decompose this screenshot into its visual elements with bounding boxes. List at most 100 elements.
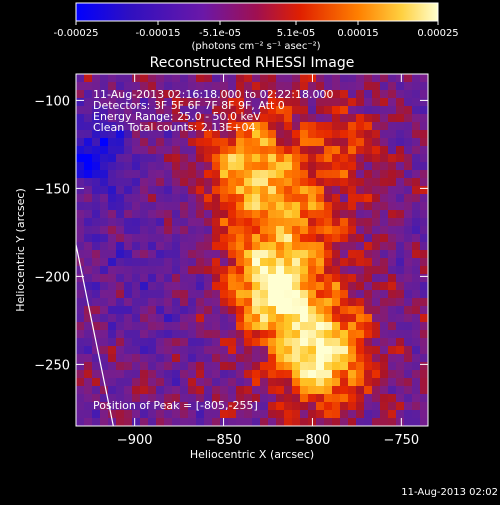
heatmap-cell	[372, 354, 381, 363]
heatmap-cell	[388, 242, 397, 251]
heatmap-cell	[324, 82, 333, 91]
colorbar-units: (photons cm⁻² s⁻¹ asec⁻²)	[191, 41, 320, 52]
heatmap-cell	[388, 378, 397, 387]
heatmap-cell	[260, 186, 269, 195]
heatmap-cell	[196, 354, 205, 363]
heatmap-cell	[388, 370, 397, 379]
heatmap-cell	[84, 242, 93, 251]
heatmap-cell	[140, 418, 149, 426]
heatmap-cell	[172, 370, 181, 379]
heatmap-cell	[276, 82, 285, 91]
heatmap-cell	[156, 370, 165, 379]
heatmap-cell	[84, 106, 93, 115]
heatmap-cell	[108, 154, 117, 163]
heatmap-cell	[172, 378, 181, 387]
heatmap-cell	[180, 386, 189, 395]
heatmap-cell	[236, 162, 245, 171]
heatmap-cell	[172, 186, 181, 195]
heatmap-cell	[284, 210, 293, 219]
heatmap-cell	[188, 202, 197, 211]
heatmap-cell	[364, 218, 373, 227]
heatmap-cell	[388, 194, 397, 203]
heatmap-cell	[300, 378, 309, 387]
heatmap-cell	[84, 402, 93, 411]
heatmap-cell	[316, 106, 325, 115]
heatmap-cell	[260, 114, 269, 123]
heatmap-cell	[252, 386, 261, 395]
heatmap-cell	[332, 162, 341, 171]
heatmap-cell	[364, 290, 373, 299]
heatmap-cell	[364, 226, 373, 235]
heatmap-cell	[332, 330, 341, 339]
heatmap-cell	[412, 298, 421, 307]
heatmap-cell	[300, 346, 309, 355]
heatmap-cell	[372, 258, 381, 267]
heatmap-cell	[300, 386, 309, 395]
heatmap-cell	[116, 338, 125, 347]
heatmap-cell	[332, 418, 341, 426]
heatmap-cell	[108, 74, 117, 83]
heatmap-cell	[164, 394, 173, 403]
heatmap-cell	[364, 106, 373, 115]
heatmap-cell	[420, 282, 428, 291]
heatmap-cell	[140, 330, 149, 339]
heatmap-cell	[180, 218, 189, 227]
heatmap-cell	[196, 314, 205, 323]
heatmap-cell	[108, 114, 117, 123]
heatmap-cell	[404, 298, 413, 307]
heatmap-cell	[308, 346, 317, 355]
heatmap-cell	[396, 90, 405, 99]
heatmap-cell	[100, 74, 109, 83]
heatmap-cell	[340, 282, 349, 291]
heatmap-cell	[108, 394, 117, 403]
heatmap-cell	[300, 306, 309, 315]
heatmap-cell	[300, 314, 309, 323]
heatmap-cell	[300, 226, 309, 235]
heatmap-cell	[300, 98, 309, 107]
heatmap-cell	[356, 194, 365, 203]
heatmap-cell	[212, 266, 221, 275]
heatmap-cell	[316, 306, 325, 315]
heatmap-cell	[324, 362, 333, 371]
heatmap-cell	[308, 146, 317, 155]
heatmap-cell	[228, 122, 237, 131]
heatmap-cell	[260, 210, 269, 219]
heatmap-cell	[380, 178, 389, 187]
heatmap-cell	[76, 306, 85, 315]
heatmap-cell	[340, 306, 349, 315]
heatmap-cell	[100, 322, 109, 331]
heatmap-cell	[324, 386, 333, 395]
heatmap-cell	[364, 346, 373, 355]
heatmap-cell	[340, 298, 349, 307]
heatmap-cell	[284, 194, 293, 203]
heatmap-cell	[124, 210, 133, 219]
heatmap-cell	[180, 274, 189, 283]
heatmap-cell	[244, 218, 253, 227]
heatmap-cell	[132, 418, 141, 426]
heatmap-cell	[212, 130, 221, 139]
heatmap-cell	[76, 226, 85, 235]
heatmap-cell	[380, 210, 389, 219]
heatmap-cell	[260, 90, 269, 99]
heatmap-cell	[212, 106, 221, 115]
heatmap-cell	[164, 274, 173, 283]
heatmap-cell	[132, 306, 141, 315]
heatmap-cell	[388, 346, 397, 355]
heatmap-cell	[292, 370, 301, 379]
heatmap-cell	[76, 258, 85, 267]
heatmap-cell	[348, 178, 357, 187]
heatmap-cell	[412, 242, 421, 251]
heatmap-cell	[108, 362, 117, 371]
heatmap-cell	[268, 258, 277, 267]
heatmap-cell	[116, 170, 125, 179]
heatmap-cell	[372, 330, 381, 339]
heatmap-cell	[316, 98, 325, 107]
heatmap-cell	[100, 346, 109, 355]
heatmap-cell	[100, 314, 109, 323]
heatmap-cell	[316, 122, 325, 131]
heatmap-cell	[300, 82, 309, 91]
heatmap-cell	[372, 250, 381, 259]
heatmap-cell	[396, 130, 405, 139]
heatmap-cell	[76, 186, 85, 195]
heatmap-cell	[164, 90, 173, 99]
